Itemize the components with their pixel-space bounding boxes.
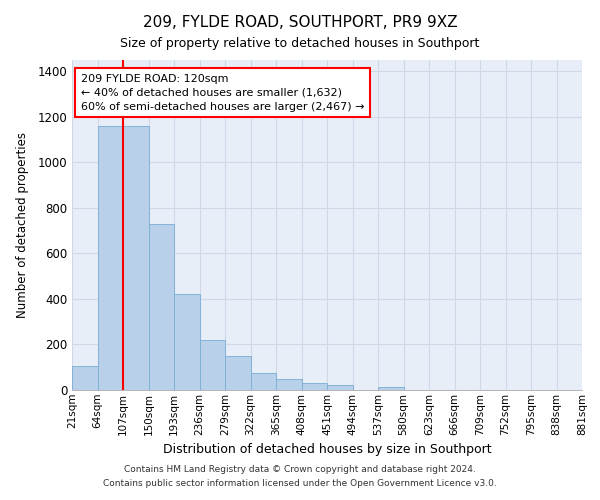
Bar — [276, 378, 302, 390]
Bar — [72, 366, 97, 390]
Bar — [302, 383, 327, 390]
Bar — [199, 340, 225, 390]
Bar — [378, 386, 404, 390]
Bar — [149, 224, 174, 390]
X-axis label: Distribution of detached houses by size in Southport: Distribution of detached houses by size … — [163, 443, 491, 456]
Text: Contains HM Land Registry data © Crown copyright and database right 2024.
Contai: Contains HM Land Registry data © Crown c… — [103, 466, 497, 487]
Bar — [225, 356, 251, 390]
Bar — [97, 126, 123, 390]
Bar — [251, 373, 276, 390]
Y-axis label: Number of detached properties: Number of detached properties — [16, 132, 29, 318]
Bar — [174, 294, 199, 390]
Bar — [327, 386, 353, 390]
Text: Size of property relative to detached houses in Southport: Size of property relative to detached ho… — [121, 38, 479, 51]
Text: 209 FYLDE ROAD: 120sqm
← 40% of detached houses are smaller (1,632)
60% of semi-: 209 FYLDE ROAD: 120sqm ← 40% of detached… — [81, 74, 364, 112]
Bar — [123, 126, 149, 390]
Text: 209, FYLDE ROAD, SOUTHPORT, PR9 9XZ: 209, FYLDE ROAD, SOUTHPORT, PR9 9XZ — [143, 15, 457, 30]
